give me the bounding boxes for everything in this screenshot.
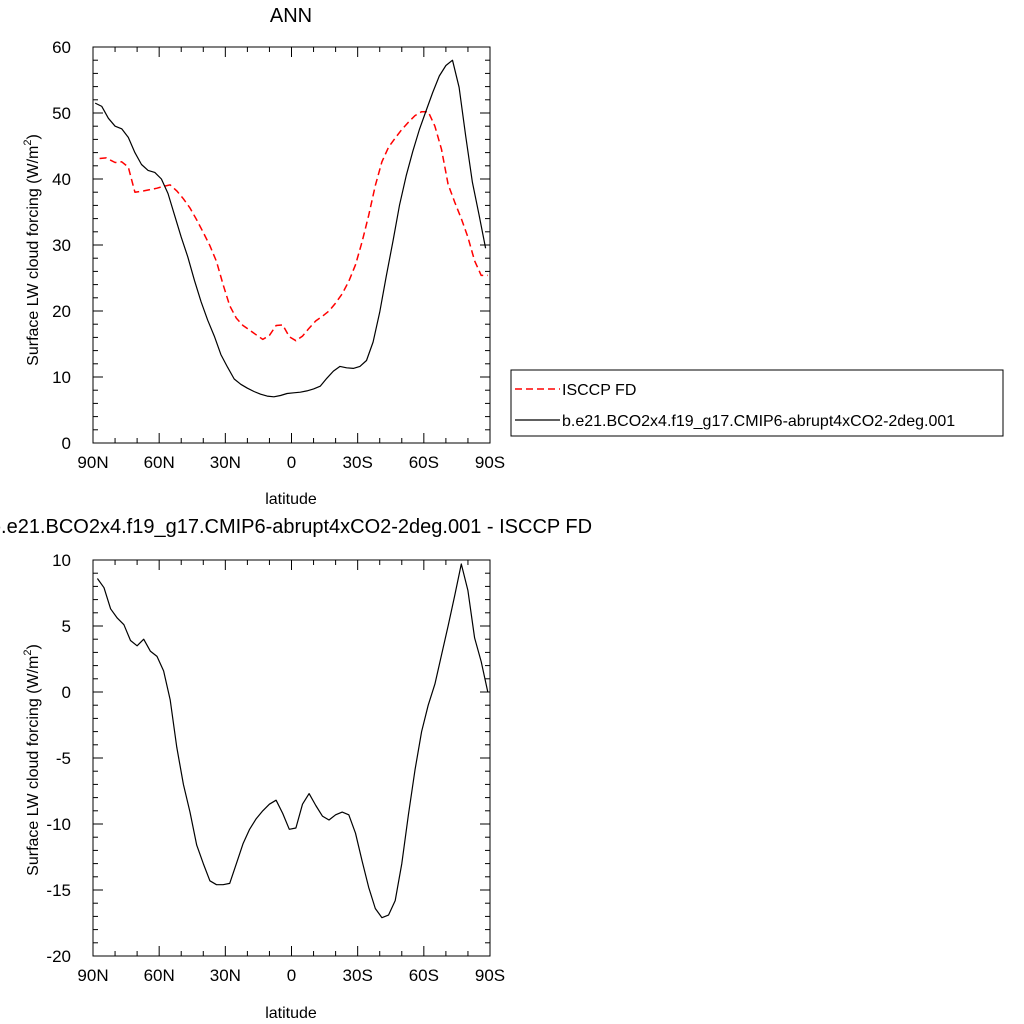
y-axis-label-tail: ): [25, 134, 42, 139]
x-tick-label: 90N: [77, 966, 108, 985]
y-tick-label: 20: [52, 302, 71, 321]
svg-text:Surface LW cloud forcing (W/m2: Surface LW cloud forcing (W/m2): [22, 134, 42, 366]
y-tick-label: 5: [62, 617, 71, 636]
x-tick-label: 0: [287, 453, 296, 472]
x-tick-label: 30S: [343, 453, 373, 472]
series-line-isccp-fd: [99, 110, 488, 342]
bottom-panel-title: b.e21.BCO2x4.f19_g17.CMIP6-abrupt4xCO2-2…: [0, 516, 592, 538]
legend: ISCCP FD b.e21.BCO2x4.f19_g17.CMIP6-abru…: [510, 369, 1004, 437]
y-tick-label: -20: [46, 947, 71, 966]
bottom-panel-plot-frame: [92, 559, 491, 957]
y-tick-label: 10: [52, 368, 71, 387]
x-tick-label: 90S: [475, 966, 505, 985]
top-panel-x-axis-label: latitude: [265, 491, 317, 508]
legend-box: [510, 369, 1004, 437]
x-tick-label: 30N: [210, 966, 241, 985]
top-panel-ticks: 90N 60N 30N 0 30S 60S 90S 0 10 20 30 40 50 60: [52, 38, 505, 472]
y-tick-label: -10: [46, 815, 71, 834]
bottom-panel-ticks: 90N 60N 30N 0 30S 60S 90S -20 -15 -10 -5 0 5 10: [46, 551, 505, 985]
y-axis-label-superscript: 2: [22, 139, 34, 145]
x-tick-label: 60N: [144, 966, 175, 985]
y-axis-label-tail: ): [25, 644, 42, 649]
legend-entry-model: b.e21.BCO2x4.f19_g17.CMIP6-abrupt4xCO2-2…: [562, 413, 955, 430]
svg-text:Surface LW cloud forcing (W/m2: Surface LW cloud forcing (W/m2): [22, 644, 42, 876]
bottom-panel-y-axis-label: Surface LW cloud forcing (W/m2): [22, 644, 42, 876]
x-tick-label: 30N: [210, 453, 241, 472]
top-panel-series: [94, 59, 488, 398]
y-tick-label: 50: [52, 104, 71, 123]
top-panel-annual-lw-cloud-forcing: ANN Surface LW cloud forcing (W/m2) lati…: [22, 5, 505, 508]
top-panel-plot-frame: [92, 46, 491, 444]
y-axis-label-text: Surface LW cloud forcing (W/m: [25, 146, 42, 366]
top-panel-title: ANN: [270, 5, 312, 27]
y-tick-label: 40: [52, 170, 71, 189]
y-axis-label-superscript: 2: [22, 649, 34, 655]
y-tick-label: -15: [46, 881, 71, 900]
x-tick-label: 60N: [144, 453, 175, 472]
bottom-panel-series: [96, 563, 489, 919]
y-tick-label: 10: [52, 551, 71, 570]
x-tick-label: 30S: [343, 966, 373, 985]
x-tick-label: 90S: [475, 453, 505, 472]
series-line-model-difference: [96, 563, 489, 919]
bottom-panel-difference: b.e21.BCO2x4.f19_g17.CMIP6-abrupt4xCO2-2…: [0, 516, 592, 1022]
top-panel-y-axis-label: Surface LW cloud forcing (W/m2): [22, 134, 42, 366]
y-axis-label-text: Surface LW cloud forcing (W/m: [25, 656, 42, 876]
y-tick-label: 60: [52, 38, 71, 57]
legend-entry-isccp-fd: ISCCP FD: [562, 382, 636, 399]
bottom-panel-x-axis-label: latitude: [265, 1005, 317, 1022]
y-tick-label: 0: [62, 683, 71, 702]
x-tick-label: 60S: [409, 966, 439, 985]
y-tick-label: -5: [56, 749, 71, 768]
y-tick-label: 30: [52, 236, 71, 255]
x-tick-label: 90N: [77, 453, 108, 472]
y-tick-label: 0: [62, 434, 71, 453]
series-line-model: [94, 59, 487, 398]
x-tick-label: 0: [287, 966, 296, 985]
x-tick-label: 60S: [409, 453, 439, 472]
